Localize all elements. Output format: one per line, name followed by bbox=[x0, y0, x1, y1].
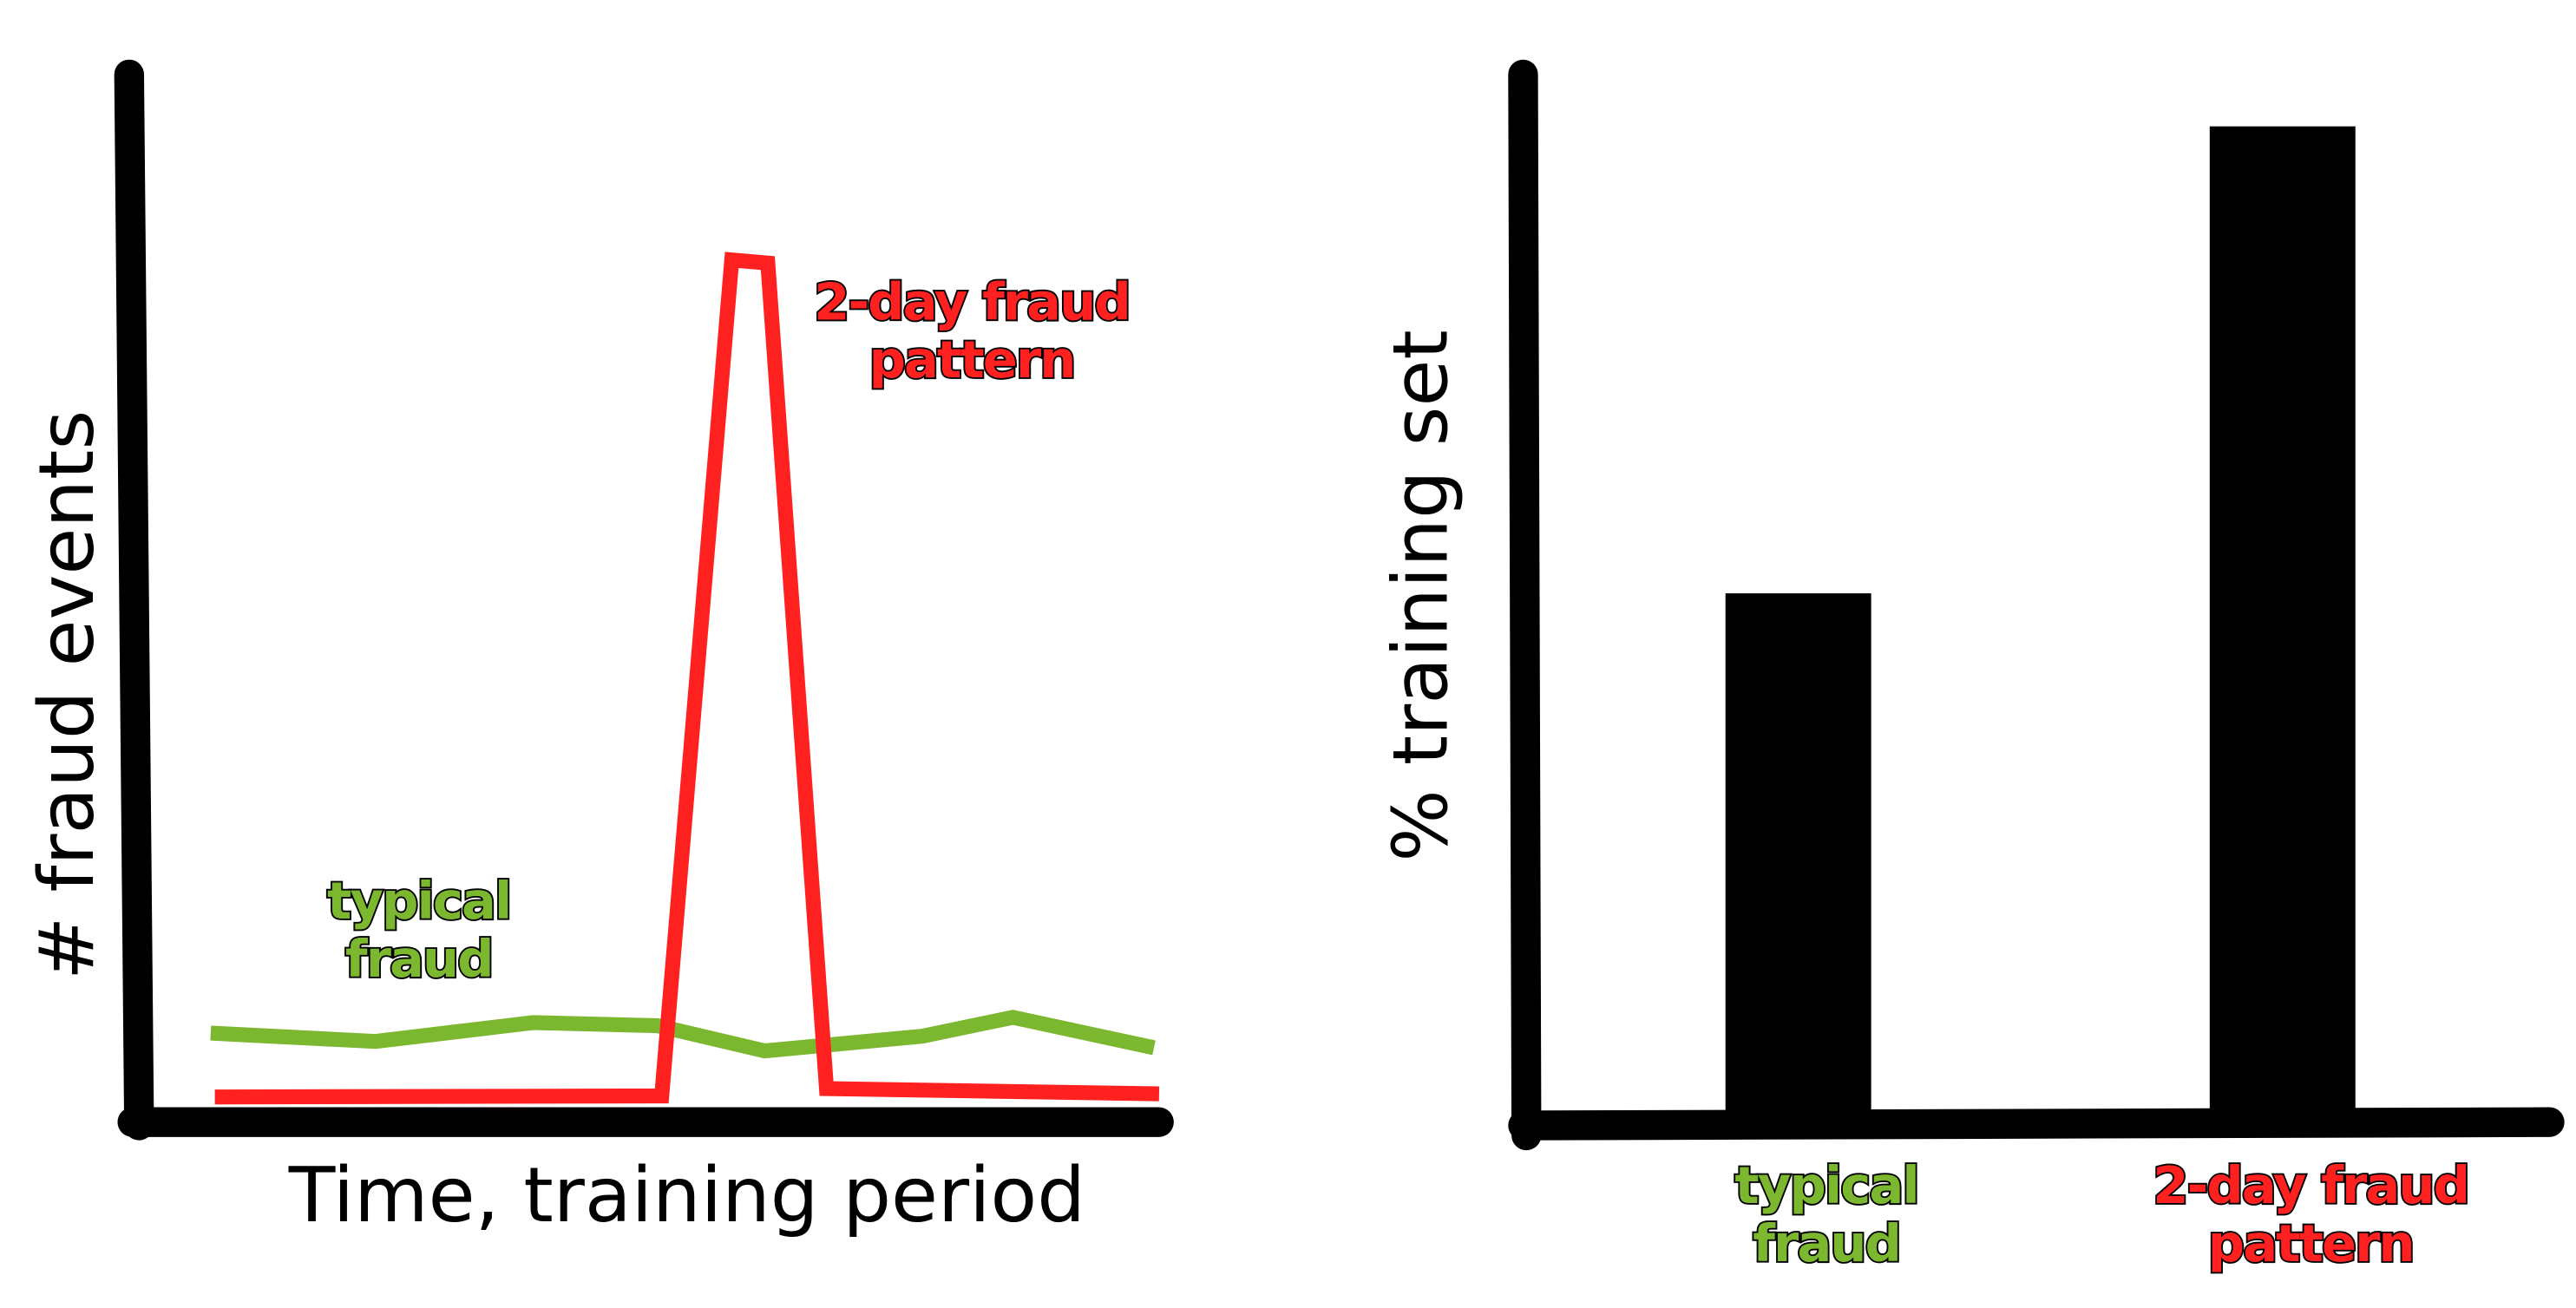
category-label: 2-day fraud pattern bbox=[2152, 1156, 2472, 1275]
series-label: 2-day fraud pattern bbox=[812, 272, 1132, 391]
bar bbox=[2209, 126, 2356, 1113]
line-series bbox=[214, 252, 1160, 1105]
axis-line bbox=[1508, 1107, 2565, 1141]
bar bbox=[1725, 593, 1871, 1113]
line-series bbox=[210, 1010, 1156, 1059]
x-axis-label: Time, training period bbox=[288, 1150, 1085, 1240]
series-label: typical fraud bbox=[325, 872, 514, 991]
category-label: typical fraud bbox=[1734, 1156, 1922, 1275]
axis-line bbox=[114, 59, 154, 1141]
y-axis-label: % training set bbox=[1375, 330, 1465, 862]
y-axis-label: # fraud events bbox=[21, 409, 111, 980]
axis-line bbox=[1508, 59, 1542, 1151]
